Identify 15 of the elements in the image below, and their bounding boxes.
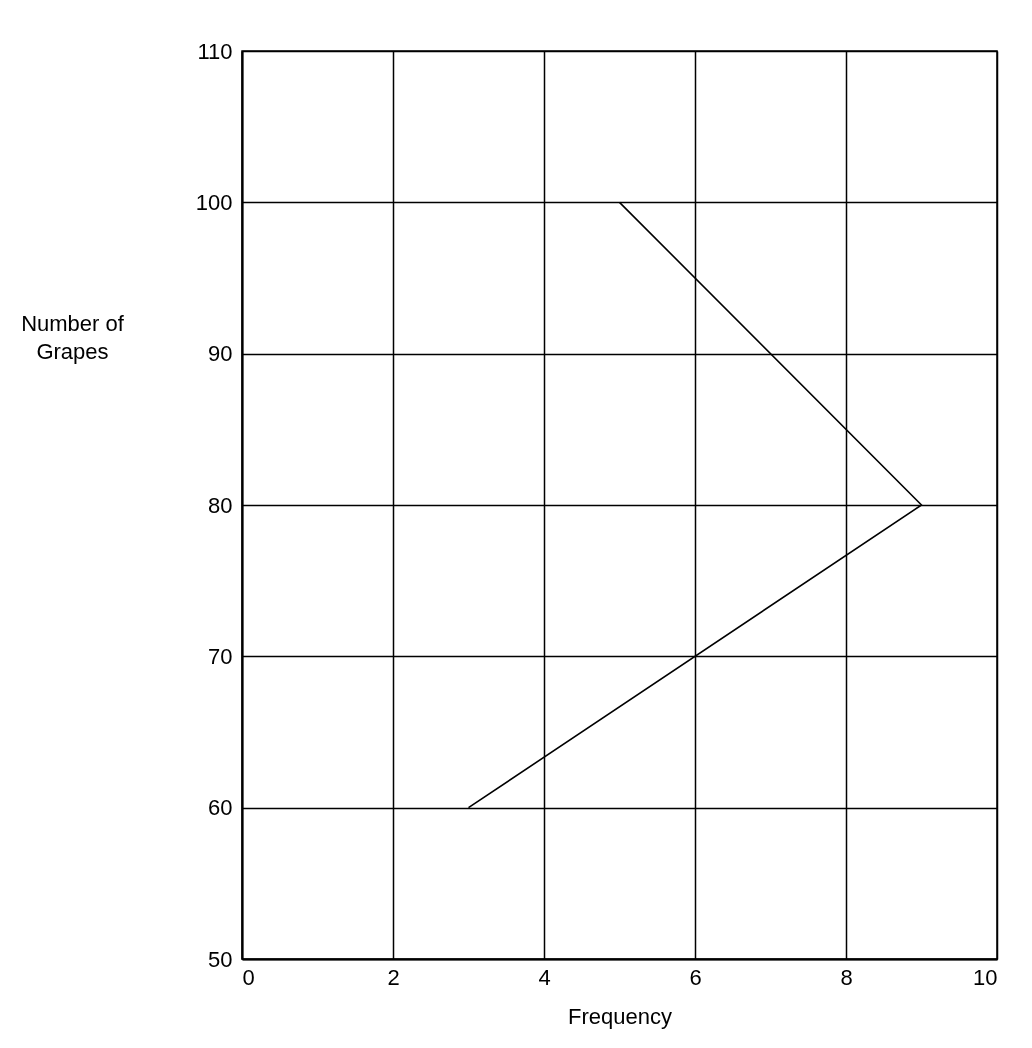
y-tick-label: 90 xyxy=(208,341,233,367)
y-tick-label: 50 xyxy=(208,946,233,972)
y-tick-label: 100 xyxy=(195,189,233,215)
x-tick-label: 0 xyxy=(242,964,255,990)
x-tick-label: 2 xyxy=(387,964,400,990)
x-tick-label: 4 xyxy=(538,964,551,990)
y-tick-label: 110 xyxy=(197,38,233,64)
y-axis-title: Number of Grapes xyxy=(21,310,125,364)
x-axis-title: Frequency xyxy=(568,1003,672,1029)
y-tick-label: 70 xyxy=(208,643,233,669)
y-tick-label: 60 xyxy=(208,795,233,821)
x-tick-label: 6 xyxy=(689,964,702,990)
y-tick-label: 80 xyxy=(208,492,233,518)
x-tick-label: 8 xyxy=(840,964,853,990)
x-tick-label: 10 xyxy=(973,964,998,990)
